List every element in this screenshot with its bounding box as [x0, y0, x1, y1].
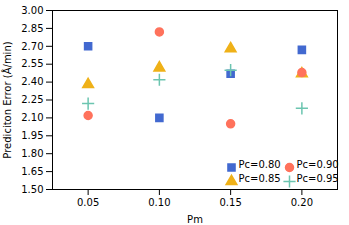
- svg-text:0.10: 0.10: [148, 197, 170, 208]
- svg-text:0.15: 0.15: [219, 197, 241, 208]
- svg-text:1.80: 1.80: [21, 148, 43, 159]
- svg-text:Pc=0.80: Pc=0.80: [239, 159, 281, 170]
- svg-text:3.00: 3.00: [21, 5, 43, 16]
- svg-text:Pc=0.95: Pc=0.95: [297, 173, 339, 184]
- svg-text:2.10: 2.10: [21, 112, 43, 123]
- svg-text:1.95: 1.95: [21, 130, 43, 141]
- svg-text:1.50: 1.50: [21, 184, 43, 195]
- svg-text:Pc=0.85: Pc=0.85: [239, 173, 281, 184]
- svg-text:Pc=0.90: Pc=0.90: [297, 159, 339, 170]
- svg-text:2.70: 2.70: [21, 41, 43, 52]
- svg-text:1.65: 1.65: [21, 166, 43, 177]
- svg-text:2.25: 2.25: [21, 94, 43, 105]
- svg-text:Pm: Pm: [187, 214, 203, 225]
- svg-text:0.05: 0.05: [77, 197, 99, 208]
- svg-text:2.40: 2.40: [21, 76, 43, 87]
- svg-text:0.20: 0.20: [291, 197, 313, 208]
- svg-text:2.85: 2.85: [21, 23, 43, 34]
- svg-text:Prediciton Error (Å/min): Prediciton Error (Å/min): [1, 41, 13, 158]
- svg-text:2.55: 2.55: [21, 58, 43, 69]
